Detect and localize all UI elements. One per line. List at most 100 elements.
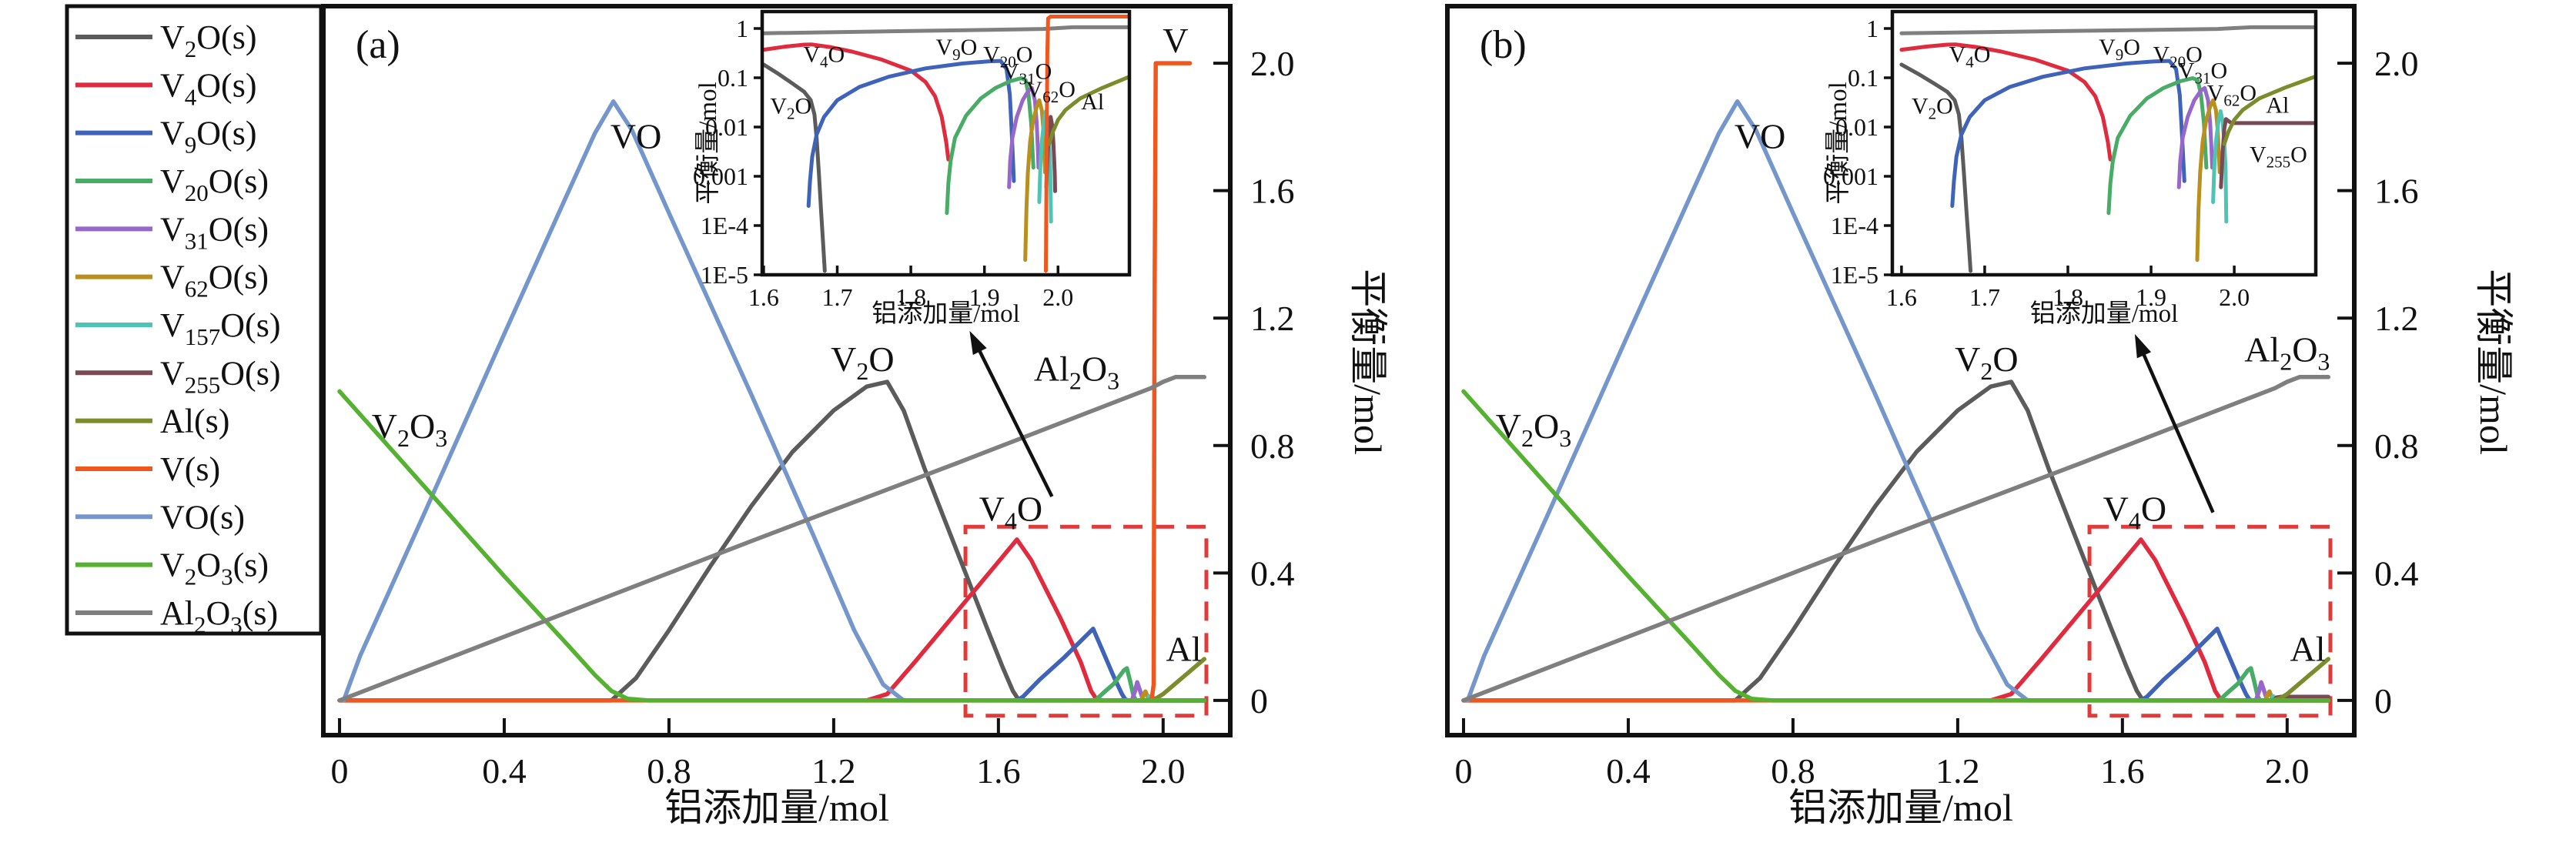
x-tick-label: 0.8 [1771, 751, 1815, 791]
legend-label-V4O: V4O(s) [160, 66, 256, 110]
inset-x-tick-label: 2.0 [1042, 283, 1073, 311]
legend-item-V31O: V31O(s) [75, 210, 269, 254]
legend-box [65, 4, 323, 636]
VO-curve [341, 99, 1207, 703]
legend-label-V9O: V9O(s) [160, 115, 256, 159]
inset-x-tick-label: 1.7 [1969, 283, 2000, 311]
y-tick-label: 0 [1250, 681, 1268, 721]
inset-frame [760, 9, 1132, 277]
inset-curve-label: V255O [2250, 142, 2307, 171]
legend-item-Al: Al(s) [75, 403, 229, 440]
x-tick-label: 1.2 [1935, 751, 1980, 791]
curve-label: V [1163, 21, 1188, 60]
y-axis-label: 平衡量/mol [2472, 269, 2515, 455]
inset-curve-label: V20O [983, 42, 1032, 71]
V2O-inset-curve [761, 62, 827, 273]
legend-label-V2O3: V2O3(s) [160, 547, 269, 590]
Al2O3-inset-curve [1899, 25, 2317, 35]
curve-label: V4O [2103, 490, 2166, 535]
x-tick-label: 1.6 [976, 751, 1021, 791]
y-tick-label: 2.0 [2374, 44, 2419, 83]
V157O-inset-curve [2211, 109, 2229, 224]
inset-y-tick-label: 1 [1866, 15, 1878, 42]
inset-y-tick-label: 0.1 [718, 64, 748, 92]
inset-b: 1.6 1.7 1.8 1.9 2.0 1 0.1 0.01 0.001 1E-4 1E-5 铝添加量… [1823, 9, 2318, 328]
x-tick-label: 0.4 [1606, 751, 1651, 791]
inset-y-tick-label: 0.001 [693, 162, 748, 190]
curves [1461, 99, 2331, 703]
curve-label: Al [1166, 630, 1202, 669]
x-tick-label: 2.0 [2265, 751, 2310, 791]
curve-label: V4O [979, 490, 1042, 535]
V2O3-curve [337, 389, 1207, 703]
plot-frame [321, 4, 1233, 737]
VO-curve [1465, 99, 2331, 703]
panel-letter: (a) [356, 23, 400, 67]
x-axis-label: 铝添加量/mol [664, 786, 889, 829]
curve-label: V2O [1955, 339, 2018, 385]
V2O-curve [1461, 380, 2331, 703]
Al2O3-curve [337, 375, 1207, 703]
y-tick-label: 1.6 [2374, 172, 2419, 211]
inset-curve-label: Al [1081, 89, 1104, 115]
inset-y-tick-label: 0.001 [1823, 162, 1878, 190]
inset-arrow [2136, 339, 2215, 513]
x-tick-label: 1.2 [811, 751, 856, 791]
y-tick-label: 0.8 [2374, 426, 2419, 466]
Al2O3-inset-curve [761, 25, 1131, 35]
inset-y-tick-label: 1E-5 [1831, 261, 1878, 289]
inset-x-tick-label: 1.9 [2136, 283, 2166, 311]
curve-label: Al2O3 [1034, 349, 1119, 394]
legend-item-V: V(s) [75, 450, 220, 488]
x-tick-label: 0.8 [647, 751, 691, 791]
y-tick-label: 0.4 [1250, 553, 1295, 593]
curves [337, 61, 1207, 703]
inset-y-axis-label: 平衡量/mol [1824, 82, 1852, 205]
x-axis-label: 铝添加量/mol [1788, 786, 2013, 829]
x-tick-label: 0.4 [482, 751, 527, 791]
inset-curves [761, 15, 1131, 273]
inset-frame [1890, 9, 2318, 277]
V9O-inset-curve [1950, 59, 2186, 208]
inset-arrow [970, 335, 1054, 497]
legend-label-V: V(s) [160, 450, 220, 488]
legend-label-V31O: V31O(s) [160, 210, 269, 254]
curve-label: V2O3 [1496, 406, 1571, 452]
curve-label: Al [2290, 630, 2326, 669]
inset-curve-label: Al [2266, 92, 2289, 118]
inset-x-tick-label: 1.6 [748, 283, 779, 311]
legend-item-V9O: V9O(s) [75, 115, 256, 159]
V-inset-curve [1044, 15, 1131, 273]
y-tick-label: 1.6 [1250, 172, 1295, 211]
inset-x-tick-label: 1.9 [969, 283, 1000, 311]
Al2O3-curve [1461, 375, 2331, 703]
legend-label-V62O: V62O(s) [160, 259, 269, 303]
curve-label: Al2O3 [2244, 330, 2330, 376]
legend-item-Al2O3: Al2O3(s) [75, 594, 278, 638]
legend-item-V255O: V255O(s) [75, 354, 280, 398]
inset-curve-label: V31O [1002, 59, 1052, 89]
legend-item-V4O: V4O(s) [75, 66, 256, 110]
curve-label: VO [1735, 116, 1785, 155]
V2O3-curve [1461, 389, 2331, 703]
legend-label-V20O: V20O(s) [160, 162, 269, 206]
zoom-region-box [2087, 524, 2333, 718]
inset-curve-label: V2O [1912, 93, 1953, 122]
inset-x-axis-label: 铝添加量/mol [2030, 299, 2179, 328]
y-axis-label: 平衡量/mol [1347, 269, 1390, 455]
curve-label: V2O3 [372, 406, 447, 452]
y-tick-label: 1.2 [1250, 299, 1295, 338]
inset-x-tick-label: 1.8 [895, 283, 926, 311]
inset-arrow-head [969, 330, 987, 356]
inset-curve-label: V2O [770, 93, 811, 122]
legend-label-Al: Al(s) [160, 403, 229, 440]
legend-label-VO: VO(s) [160, 498, 245, 536]
inset-curves [1899, 25, 2317, 273]
x-tick-label: 0 [1455, 751, 1473, 791]
inset-y-tick-label: 1E-5 [701, 261, 748, 289]
legend-item-V2O3: V2O3(s) [75, 547, 269, 590]
inset-curve-label: V4O [803, 42, 845, 71]
panel-b: 0 0.4 0.8 1.2 1.6 2.0 0 0.4 0.8 1.2 1.6 2.0 铝添加量/mol… [1445, 4, 2515, 829]
